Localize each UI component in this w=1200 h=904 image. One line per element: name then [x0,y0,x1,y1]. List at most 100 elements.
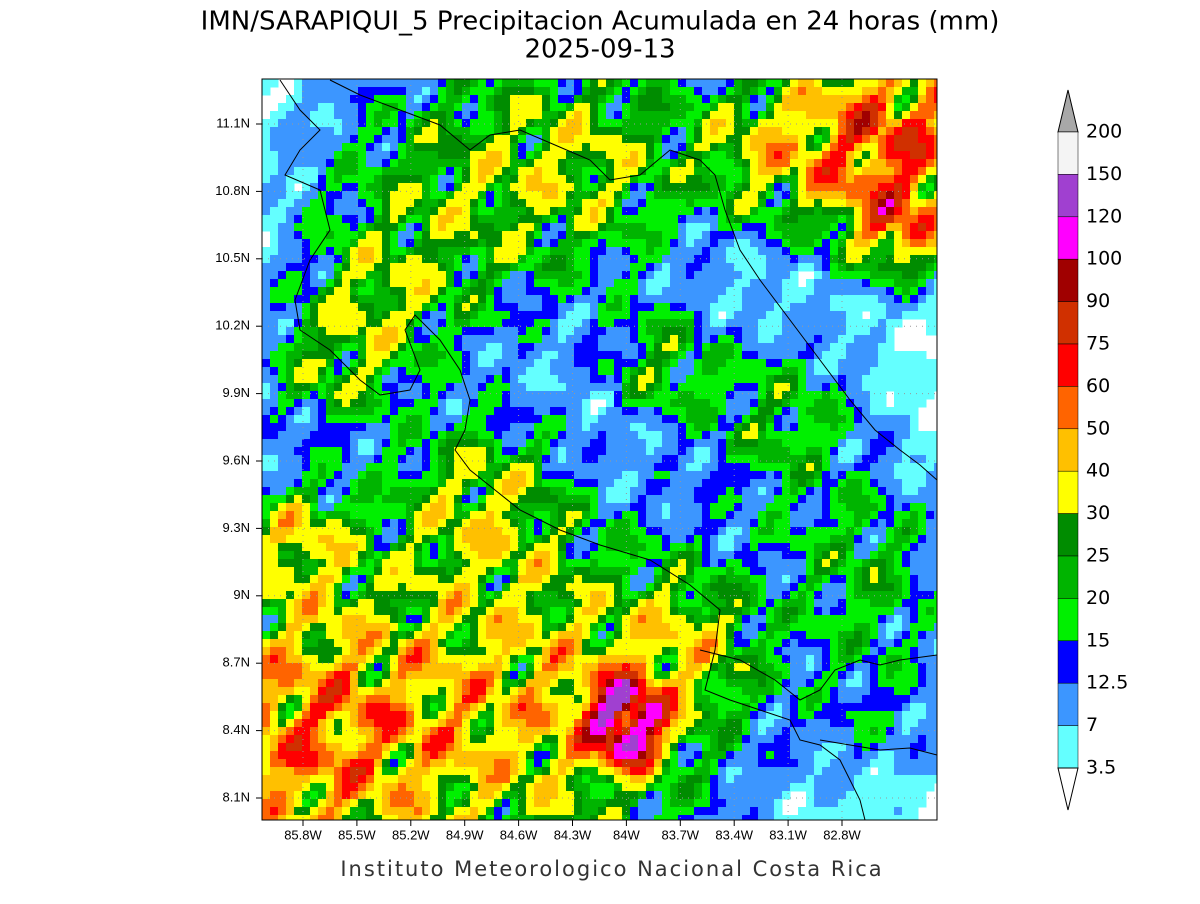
precip-cell [878,383,887,392]
precip-cell [886,359,895,368]
precip-cell [598,527,607,536]
precip-cell [486,511,495,520]
precip-cell [734,519,743,528]
precip-cell [326,311,335,320]
precip-cell [686,535,695,544]
precip-cell [590,495,599,504]
precip-cell [638,343,647,352]
precip-cell [694,247,703,256]
precip-cell [598,311,607,320]
precip-cell [838,383,847,392]
precip-cell [686,191,695,200]
precip-cell [398,255,407,264]
precip-cell [646,439,655,448]
precip-cell [886,215,895,224]
precip-cell [598,455,607,464]
precip-cell [494,487,503,496]
precip-cell [606,431,615,440]
precip-cell [550,375,559,384]
precip-cell [894,79,903,88]
precip-cell [726,359,735,368]
precip-cell [902,111,911,120]
precip-cell [446,167,455,176]
precip-cell [734,135,743,144]
precip-cell [862,271,871,280]
precip-cell [806,391,815,400]
precip-cell [646,311,655,320]
precip-cell [686,343,695,352]
precip-cell [422,175,431,184]
precip-cell [782,183,791,192]
precip-cell [326,303,335,312]
precip-cell [366,527,375,536]
precip-cell [390,439,399,448]
precip-cell [886,143,895,152]
precip-cell [358,447,367,456]
precip-cell [366,423,375,432]
precip-cell [822,383,831,392]
precip-cell [486,495,495,504]
precip-cell [766,479,775,488]
precip-cell [574,383,583,392]
precip-cell [646,391,655,400]
precip-cell [790,279,799,288]
precip-cell [758,503,767,512]
precip-cell [518,119,527,128]
precip-cell [670,455,679,464]
precip-cell [542,527,551,536]
precip-cell [886,383,895,392]
precip-cell [718,367,727,376]
precip-cell [838,151,847,160]
precip-cell [934,239,937,248]
precip-cell [318,511,327,520]
precip-cell [350,391,359,400]
precip-cell [398,287,407,296]
precip-cell [382,207,391,216]
precip-cell [894,519,903,528]
precip-cell [318,127,327,136]
precip-cell [350,543,359,552]
precip-cell [782,527,791,536]
precip-cell [638,231,647,240]
precip-cell [390,263,399,272]
precip-cell [750,311,759,320]
precip-cell [510,431,519,440]
precip-cell [270,287,279,296]
precip-cell [262,143,271,152]
precip-cell [798,543,807,552]
precip-cell [518,527,527,536]
precip-cell [822,319,831,328]
precip-cell [534,191,543,200]
precip-cell [478,231,487,240]
precip-cell [374,79,383,88]
precip-cell [806,463,815,472]
precip-cell [638,495,647,504]
precip-cell [542,263,551,272]
precip-cell [734,103,743,112]
precip-cell [686,255,695,264]
precip-cell [830,391,839,400]
precip-cell [894,263,903,272]
precip-cell [350,535,359,544]
precip-cell [270,351,279,360]
precip-cell [798,119,807,128]
precip-cell [430,255,439,264]
precip-cell [358,215,367,224]
precip-cell [510,191,519,200]
precip-cell [438,511,447,520]
precip-cell [366,287,375,296]
precip-cell [710,359,719,368]
precip-cell [454,127,463,136]
precip-cell [806,535,815,544]
precip-cell [550,207,559,216]
precip-cell [302,407,311,416]
precip-cell [694,447,703,456]
precip-cell [486,455,495,464]
precip-cell [718,103,727,112]
precip-cell [422,119,431,128]
precip-cell [486,543,495,552]
precip-cell [262,551,271,560]
precip-cell [430,383,439,392]
precip-cell [886,263,895,272]
precip-cell [638,223,647,232]
